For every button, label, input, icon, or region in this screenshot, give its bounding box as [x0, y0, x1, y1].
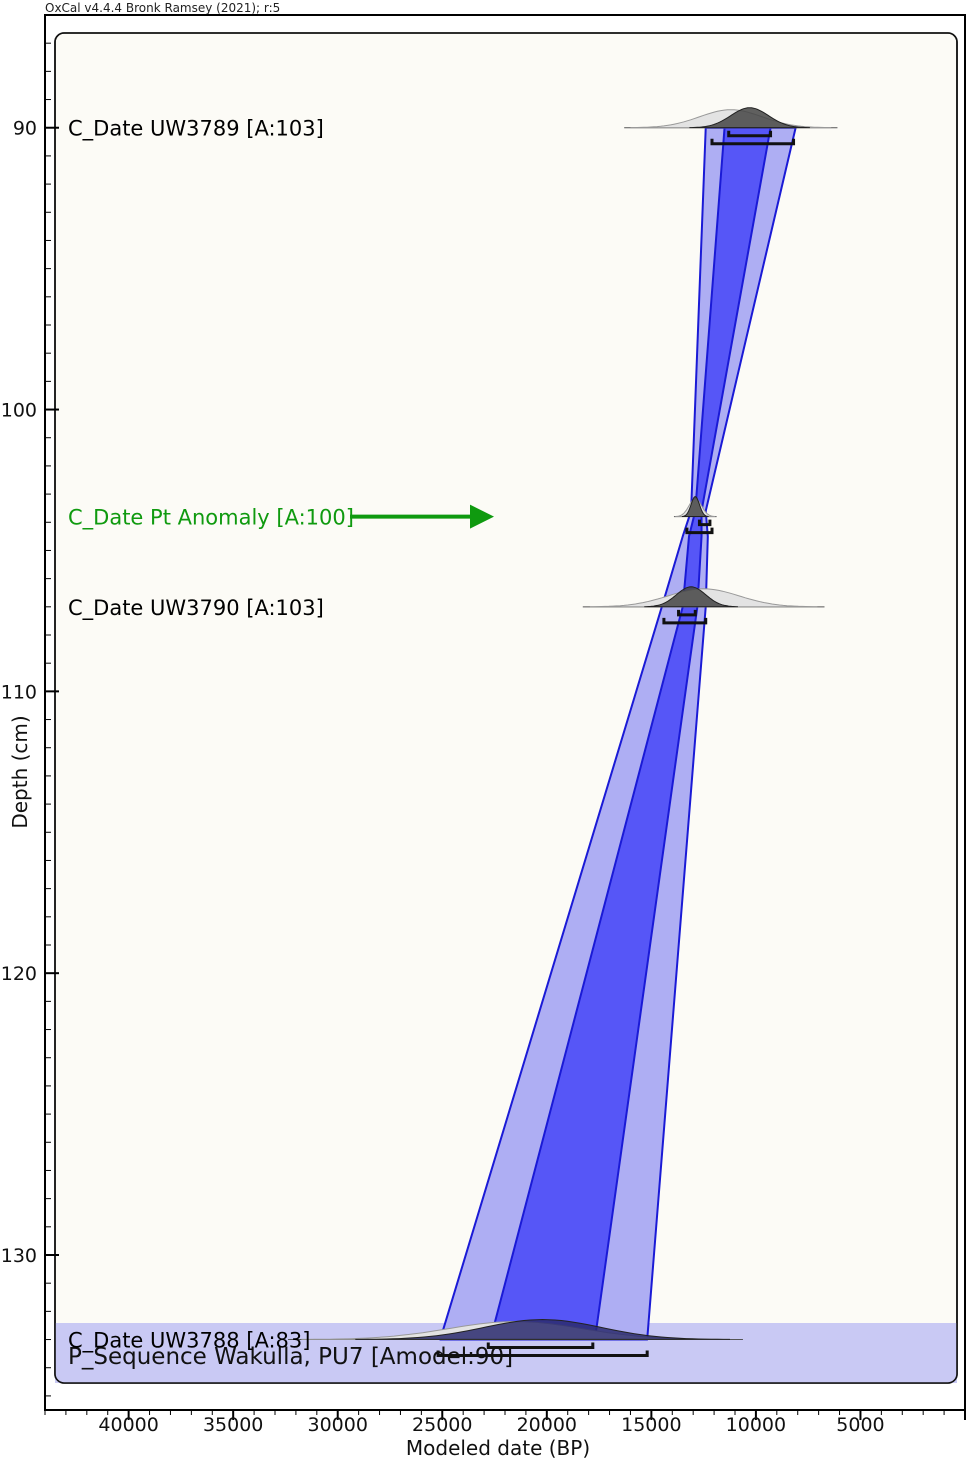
- x-tick-label: 20000: [517, 1414, 577, 1436]
- x-tick-label: 25000: [412, 1414, 472, 1436]
- posterior-distribution-1: [681, 496, 709, 517]
- range68-0: [727, 130, 773, 138]
- sample-label-2: C_Date UW3790 [A:103]: [68, 596, 324, 621]
- range68-3: [486, 1342, 595, 1350]
- range-brackets: [436, 130, 796, 1358]
- sample-label-0: C_Date UW3789 [A:103]: [68, 117, 324, 142]
- range95-2: [662, 617, 708, 625]
- range95-0: [710, 138, 796, 146]
- range68-1: [697, 519, 712, 527]
- probability-distributions: [287, 107, 838, 1341]
- x-tick-label: 35000: [203, 1414, 263, 1436]
- y-tick-label: 100: [1, 400, 37, 422]
- x-tick-label: 5000: [836, 1414, 884, 1436]
- x-tick-label: 10000: [726, 1414, 786, 1436]
- model-panel-border: [54, 32, 958, 1384]
- y-axis: 90 100 110 120 130: [1, 14, 59, 1397]
- posterior-distribution-3: [355, 1318, 730, 1340]
- y-tick-label: 110: [1, 681, 37, 703]
- x-tick-label: 30000: [308, 1414, 368, 1436]
- y-axis-label: Depth (cm): [8, 715, 32, 828]
- sample-label-3: C_Date UW3788 [A:83]: [68, 1329, 310, 1354]
- anomaly-arrow-head: [470, 504, 494, 529]
- posterior-distribution-0: [689, 107, 810, 129]
- range95-1: [685, 527, 714, 535]
- x-axis: 40000 35000 30000 25000 20000 15000 10000 5000: [44, 1410, 966, 1436]
- range95-3: [436, 1350, 649, 1358]
- range68-2: [677, 609, 697, 617]
- oxcal-credit: OxCal v4.4.4 Bronk Ramsey (2021); r:5: [45, 1, 280, 15]
- x-tick-label: 40000: [98, 1414, 158, 1436]
- x-tick-label: 15000: [621, 1414, 681, 1436]
- posterior-distribution-2: [644, 586, 738, 608]
- x-axis-label: Modeled date (BP): [406, 1436, 590, 1459]
- y-tick-label: 90: [13, 118, 37, 140]
- y-tick-label: 130: [1, 1245, 37, 1267]
- y-tick-label: 120: [1, 963, 37, 985]
- sample-label-1: C_Date Pt Anomaly [A:100]: [68, 506, 354, 531]
- sample-labels: C_Date UW3789 [A:103] C_Date Pt Anomaly […: [68, 117, 494, 1354]
